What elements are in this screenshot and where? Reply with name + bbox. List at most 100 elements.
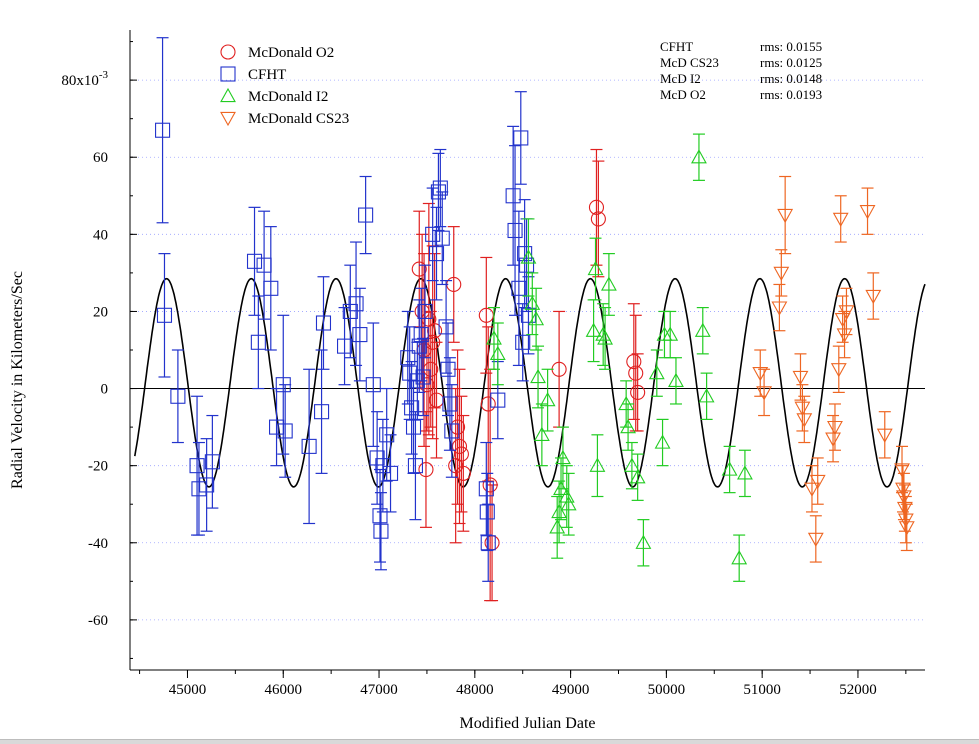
y-axis-ticks: 80x10-3 60 40 20 0 -20 -40 -60: [61, 41, 137, 659]
data-point: [648, 365, 665, 380]
y-tick-label: 60: [93, 150, 108, 166]
x-tick-label: 45000: [169, 682, 207, 698]
data-point: [876, 428, 893, 443]
legend-marker: [220, 87, 236, 103]
data-point: [440, 361, 456, 377]
data-point: [337, 338, 353, 354]
legend-label: McDonald O2: [248, 45, 334, 61]
data-point: [246, 253, 263, 269]
x-axis-ticks: 45000 46000 47000 48000 49000 50000 51000 52000: [139, 670, 907, 698]
y-tick-label: 0: [101, 382, 109, 398]
data-point: [830, 363, 847, 378]
data-point: [736, 465, 753, 480]
data-point: [434, 230, 450, 246]
rms-table-name: CFHT: [660, 39, 693, 54]
series-square: [155, 37, 537, 582]
data-point: [589, 457, 606, 472]
data-point: [804, 482, 820, 497]
data-point: [773, 266, 790, 282]
data-point: [189, 458, 205, 474]
x-tick-label: 52000: [839, 682, 877, 698]
data-point: [809, 474, 826, 490]
data-point: [505, 188, 521, 204]
data-point: [517, 246, 533, 262]
data-point: [533, 426, 550, 441]
data-point: [427, 323, 443, 339]
data-point: [623, 457, 640, 472]
data-point: [796, 413, 813, 428]
data-point: [375, 458, 391, 474]
data-point: [170, 388, 186, 404]
y-tick-label: 80x10-3: [61, 69, 108, 89]
data-point: [896, 501, 913, 517]
legend-marker: [220, 66, 236, 82]
data-point: [551, 503, 568, 519]
data-point: [428, 392, 445, 408]
data-point: [515, 334, 531, 350]
data-point: [859, 205, 876, 220]
data-point: [204, 454, 220, 470]
rms-table: CFHT rms: 0.0155 McD CS23 rms: 0.0125 McD I2…: [660, 39, 822, 102]
model-curve: [134, 277, 926, 488]
data-point: [832, 212, 849, 228]
series-triangle-down: [752, 175, 915, 563]
data-point: [794, 401, 811, 416]
x-tick-label: 49000: [552, 682, 590, 698]
data-point: [898, 521, 915, 536]
legend-label: CFHT: [248, 67, 286, 83]
data-points: [155, 37, 915, 602]
data-point: [342, 303, 358, 319]
data-point: [807, 532, 824, 548]
data-point: [555, 449, 571, 465]
data-point: [620, 418, 637, 434]
data-point: [691, 149, 707, 164]
data-point: [597, 330, 614, 345]
data-point: [372, 508, 388, 524]
data-point: [402, 365, 418, 381]
data-point: [628, 365, 644, 381]
data-point: [404, 400, 420, 416]
legend-marker: [220, 111, 236, 127]
data-point: [792, 370, 809, 386]
data-point: [771, 301, 788, 316]
data-point: [479, 504, 495, 520]
data-point: [549, 519, 566, 534]
data-point: [539, 391, 556, 407]
data-point: [418, 461, 434, 478]
data-point: [455, 465, 471, 481]
x-tick-label: 50000: [648, 682, 686, 698]
data-point: [897, 513, 914, 528]
data-point: [478, 481, 494, 497]
data-point: [520, 249, 537, 264]
y-tick-label: -20: [88, 459, 108, 475]
data-point: [250, 334, 266, 350]
y-tick-exponent: -3: [99, 69, 109, 81]
data-point: [489, 345, 506, 361]
data-point: [191, 481, 207, 497]
data-point: [836, 328, 853, 343]
data-point: [513, 130, 529, 146]
series-triangle-up: [486, 133, 753, 582]
data-point: [511, 280, 527, 296]
data-point: [369, 450, 385, 466]
data-point: [825, 432, 841, 447]
data-point: [411, 261, 427, 277]
data-point: [444, 423, 460, 439]
x-tick-label: 47000: [360, 682, 398, 698]
window-bottom-edge: [0, 739, 979, 744]
y-tick-label: -60: [88, 613, 108, 629]
data-point: [694, 322, 711, 337]
data-point: [199, 477, 215, 493]
rms-table-value: rms: 0.0193: [760, 87, 822, 102]
data-point: [417, 303, 433, 319]
data-point: [894, 463, 910, 478]
data-point: [453, 446, 469, 462]
data-point: [411, 338, 427, 354]
legend-label: McDonald I2: [248, 89, 328, 105]
data-point: [382, 465, 399, 481]
data-point: [698, 388, 715, 403]
data-point: [405, 419, 422, 435]
data-point: [155, 122, 171, 138]
data-point: [478, 307, 494, 323]
data-point: [558, 488, 575, 503]
